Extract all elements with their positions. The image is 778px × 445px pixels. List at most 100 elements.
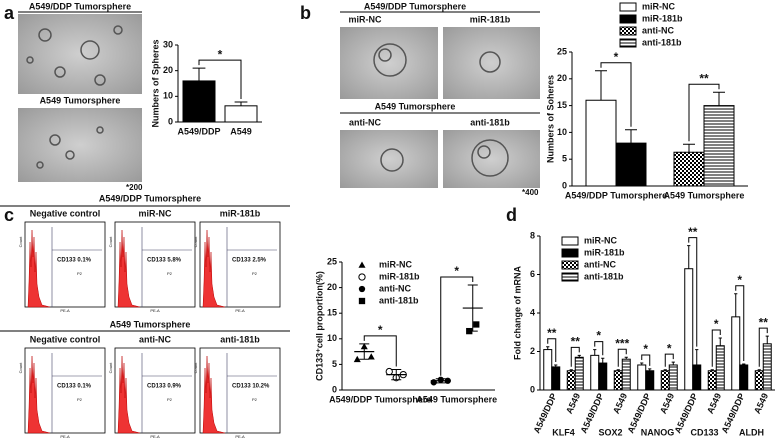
x-tick-label: A549 xyxy=(611,392,629,416)
point xyxy=(430,379,437,386)
y-tick-label: 0 xyxy=(562,180,567,190)
error-bar xyxy=(742,363,746,365)
flow-histogram xyxy=(117,229,141,308)
significance-bracket xyxy=(758,327,768,367)
y-tick-label: 25 xyxy=(327,256,337,266)
legend-swatch xyxy=(561,260,579,270)
y-tick-label: 8 xyxy=(530,230,535,240)
bar xyxy=(615,142,647,187)
x-tick-label: A549 xyxy=(658,392,676,416)
point xyxy=(367,353,375,360)
image-caption: A549 Tumorsphere xyxy=(40,95,121,105)
y-tick-label: 20 xyxy=(163,65,173,75)
y-tick-label: 10 xyxy=(327,333,337,343)
bar xyxy=(645,370,655,391)
bar xyxy=(566,370,576,391)
panel-label: a xyxy=(4,3,15,23)
y-tick-label: 4 xyxy=(530,307,535,317)
error-bar xyxy=(359,343,370,360)
flow-axis-label: Count xyxy=(108,362,113,374)
bar xyxy=(684,268,694,391)
flow-histogram xyxy=(27,229,51,308)
legend-swatch xyxy=(619,14,637,24)
error-bar xyxy=(683,143,695,153)
error-bar xyxy=(467,284,478,332)
panel-label: c xyxy=(4,205,14,225)
flow-label: anti-NC xyxy=(139,334,171,344)
significance-label: * xyxy=(596,329,601,343)
group-label: KLF4 xyxy=(552,427,575,437)
bar xyxy=(543,349,553,391)
legend-label: anti-NC xyxy=(379,283,411,293)
group-label: ALDH xyxy=(739,427,764,437)
error-bar xyxy=(710,369,714,371)
flow-gate-name: P2 xyxy=(77,271,83,276)
significance-label: ** xyxy=(571,335,581,349)
flow-gate-label: CD133 0.1% xyxy=(57,258,92,264)
bar xyxy=(621,358,631,391)
spheres xyxy=(373,43,501,77)
bar xyxy=(590,354,600,391)
error-bar xyxy=(546,346,550,350)
bar xyxy=(637,364,647,391)
significance-label: ** xyxy=(688,225,698,239)
error-bar xyxy=(765,335,769,344)
legend-label: anti-181b xyxy=(379,295,419,305)
flow-gate-name: P2 xyxy=(252,271,258,276)
x-tick-label: A549 Tumorsphere xyxy=(664,190,745,200)
flow-gate-name: P2 xyxy=(167,271,173,276)
error-bar xyxy=(577,354,581,358)
error-bar xyxy=(595,70,607,101)
flow-title: A549/DDP Tumorsphere xyxy=(99,193,201,203)
significance-label: * xyxy=(614,50,619,64)
point xyxy=(473,321,480,328)
y-axis-label: CD133⁺cell proportion(%) xyxy=(314,271,324,381)
legend-marker xyxy=(358,285,366,293)
legend-label: anti-NC xyxy=(642,25,674,35)
significance-bracket xyxy=(547,338,557,362)
legend-swatch xyxy=(561,248,579,258)
bar xyxy=(762,343,772,391)
significance-label: * xyxy=(454,264,459,278)
y-tick-label: 5 xyxy=(562,154,567,164)
flow-label: anti-181b xyxy=(220,334,260,344)
bar xyxy=(731,316,741,391)
panel-label: b xyxy=(300,3,311,23)
flow-gate-label: CD133 0.9% xyxy=(147,384,182,390)
error-bar xyxy=(601,357,605,364)
legend-label: anti-181b xyxy=(642,37,682,47)
significance-label: * xyxy=(378,323,383,337)
x-tick-label: A549 xyxy=(705,392,723,416)
y-tick-label: 6 xyxy=(530,269,535,279)
bar xyxy=(574,356,584,391)
bar xyxy=(754,370,764,391)
micrograph xyxy=(340,27,438,99)
flow-axis-label: Count xyxy=(193,362,198,374)
flow-axis-label: Count xyxy=(193,236,198,248)
error-bar xyxy=(671,361,675,365)
bar xyxy=(182,80,216,123)
y-tick-label: 30 xyxy=(163,39,173,49)
significance-label: * xyxy=(218,47,223,61)
significance-label: * xyxy=(643,342,648,356)
flow-title: A549 Tumorsphere xyxy=(110,319,191,329)
spheres xyxy=(380,139,509,177)
x-tick-label: A549/DDP Tumorsphere xyxy=(565,190,667,200)
group-label: CD133 xyxy=(690,427,718,437)
flow-axis-label: PE-A xyxy=(235,308,245,313)
significance-bracket xyxy=(600,62,632,127)
legend-marker xyxy=(358,297,366,305)
bar xyxy=(585,99,617,187)
legend-marker xyxy=(358,261,366,268)
significance-bracket xyxy=(688,83,720,142)
legend-swatch xyxy=(619,2,637,12)
bar xyxy=(668,364,678,391)
significance-bracket xyxy=(198,59,242,99)
y-tick-label: 5 xyxy=(332,359,337,369)
error-bar xyxy=(435,378,446,384)
legend-label: miR-NC xyxy=(584,235,617,245)
bar xyxy=(739,364,749,391)
legend-marker xyxy=(358,273,366,281)
